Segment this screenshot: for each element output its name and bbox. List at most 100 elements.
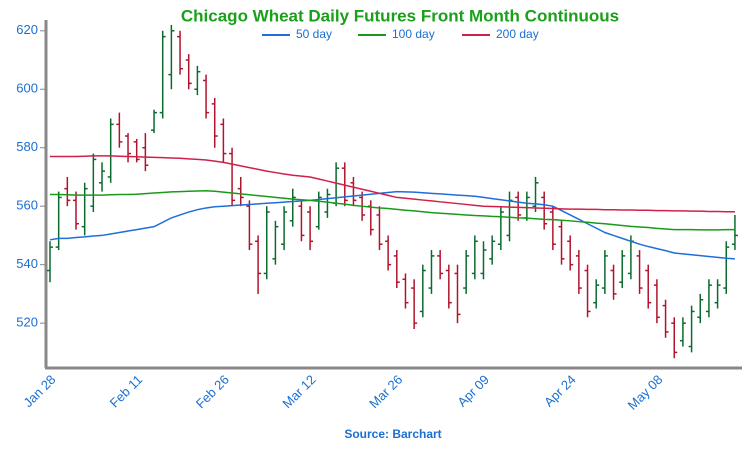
ohlc-bar [281, 206, 288, 251]
ohlc-bar [367, 200, 374, 236]
y-tick-label: 600 [16, 81, 38, 96]
moving-average-line [50, 189, 735, 231]
ohlc-bar [601, 250, 608, 294]
x-tick-label: Feb 26 [193, 372, 232, 411]
ohlc-bar [454, 264, 461, 324]
x-tick-label: Mar 12 [279, 372, 318, 411]
ohlc-bar [679, 317, 686, 347]
ohlc-bar [515, 191, 522, 221]
ohlc-bar [125, 133, 132, 163]
ohlc-bar [237, 176, 244, 207]
ohlc-bar [376, 206, 383, 251]
ohlc-bar [298, 200, 305, 242]
ohlc-bar [558, 220, 565, 265]
ohlc-bar [610, 264, 617, 300]
moving-average-line [49, 190, 735, 260]
ohlc-bar [723, 241, 730, 294]
ohlc-bar [523, 191, 530, 221]
ohlc-bar [393, 250, 400, 289]
ohlc-bar [385, 235, 392, 271]
ohlc-bar [636, 250, 643, 294]
ohlc-bar [532, 176, 539, 213]
ohlc-bar [584, 264, 591, 318]
ohlc-bar [324, 188, 331, 218]
y-tick-label: 560 [16, 198, 38, 213]
x-tick-label: Feb 11 [107, 372, 146, 411]
legend-label: 100 day [392, 27, 435, 41]
ohlc-bar [471, 235, 478, 280]
y-tick-label: 580 [16, 139, 38, 154]
ohlc-bar [341, 162, 348, 207]
ohlc-bar [55, 191, 62, 251]
ohlc-bar [272, 220, 279, 265]
ohlc-bar [428, 250, 435, 294]
ohlc-bar [47, 241, 53, 283]
ohlc-bar [645, 264, 652, 309]
x-tick-label: Apr 09 [454, 372, 492, 410]
ohlc-bar [168, 24, 175, 90]
ohlc-bar [185, 54, 192, 90]
ohlc-bar [489, 235, 496, 265]
y-tick-label: 520 [16, 315, 38, 330]
ohlc-bar [541, 191, 548, 230]
x-tick-label: Jan 28 [20, 372, 58, 410]
ohlc-bar [220, 118, 227, 163]
ohlc-bar [177, 30, 184, 75]
ohlc-bar [64, 176, 71, 207]
chart-title: Chicago Wheat Daily Futures Front Month … [181, 6, 619, 25]
ohlc-bar [731, 214, 738, 251]
x-tick-label: May 08 [625, 372, 666, 413]
ohlc-bar [662, 299, 669, 338]
ohlc-bar [142, 133, 149, 172]
ohlc-bar [307, 206, 314, 251]
ohlc-bar [133, 138, 140, 163]
ohlc-bar [289, 188, 296, 227]
ohlc-bar [159, 30, 166, 119]
ohlc-bar [619, 250, 626, 289]
ohlc-bar [255, 235, 262, 294]
ohlc-bar [229, 147, 236, 207]
ohlc-bar [194, 65, 201, 96]
ohlc-bar [697, 293, 704, 324]
ohlc-bar [480, 241, 487, 280]
ohlc-bar [688, 305, 695, 353]
ohlc-bar [575, 250, 582, 294]
ohlc-bar [211, 98, 218, 148]
ohlc-bar [90, 153, 97, 213]
x-tick-label: Apr 24 [541, 372, 579, 410]
ohlc-bar [593, 279, 600, 309]
source: Source: Barchart [344, 427, 441, 441]
ohlc-bar [419, 264, 426, 318]
ohlc-bar [714, 279, 721, 309]
ohlc-bar [350, 176, 357, 207]
ohlc-bar [705, 279, 712, 318]
ohlc-bar [402, 273, 409, 309]
ohlc-bar [151, 109, 158, 134]
ohlc-bar [463, 250, 470, 294]
y-tick-label: 540 [16, 256, 38, 271]
ohlc-bar [315, 191, 322, 230]
ohlc-bar [445, 264, 452, 309]
ohlc-bar [263, 206, 270, 280]
ohlc-bar [411, 279, 418, 329]
ohlc-bar [567, 235, 574, 271]
ohlc-bar [99, 162, 106, 192]
ohlc-bar [116, 112, 123, 148]
ohlc-bar [246, 200, 253, 251]
ohlc-bar [107, 118, 114, 183]
y-tick-label: 620 [16, 22, 38, 37]
x-tick-label: Mar 26 [366, 372, 405, 411]
ohlc-bar [549, 206, 556, 251]
ohlc-bar [671, 317, 678, 359]
ohlc-bar [81, 182, 88, 236]
legend-label: 50 day [296, 27, 332, 41]
ohlc-bar [203, 74, 210, 119]
ohlc-bar [653, 279, 660, 324]
moving-average-line [50, 155, 735, 213]
ohlc-bar [497, 206, 504, 251]
ohlc-bar [437, 250, 444, 280]
ohlc-bar [73, 191, 80, 230]
legend-label: 200 day [496, 27, 539, 41]
